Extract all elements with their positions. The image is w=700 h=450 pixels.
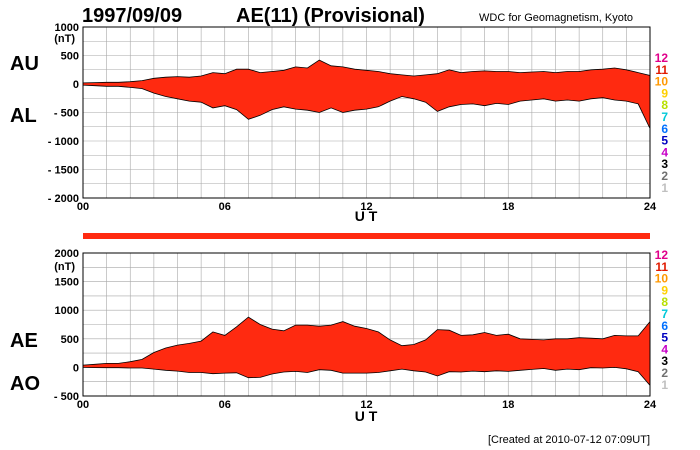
upper-series-label: AE: [10, 330, 38, 352]
x-tick-label: 18: [502, 399, 514, 411]
x-tick-labels: 00 06 12 18 24: [77, 399, 657, 411]
ae-ao-panel: AE AO (nT) 2000 1500 1000 500 0 - 500 00 06 12 1…: [10, 248, 657, 424]
scale-level-label: 4: [661, 145, 668, 159]
y-tick-label: - 2000: [48, 193, 79, 205]
plot-frame: [82, 252, 651, 397]
scale-level-label: 3: [661, 157, 668, 171]
y-tick-label: - 500: [54, 108, 79, 120]
y-tick-labels: 1000 500 0 - 500 - 1000 - 1500 - 2000: [48, 22, 79, 205]
x-tick-label: 12: [360, 201, 372, 213]
y-tick-label: - 1500: [48, 165, 79, 177]
y-tick-label: - 500: [54, 391, 79, 403]
y-tick-label: 0: [73, 362, 79, 374]
scale-level-label: 2: [661, 169, 668, 183]
x-tick-labels: 00 06 12 18 24: [77, 201, 657, 213]
x-tick-label: 12: [360, 399, 372, 411]
x-tick-label: 24: [644, 201, 657, 213]
unit-label: (nT): [54, 33, 75, 45]
scale-level-label: 12: [655, 51, 669, 65]
created-timestamp: [Created at 2010-07-12 07:09UT]: [488, 434, 650, 446]
x-axis-label: U T: [355, 208, 378, 224]
scale-level-label: 4: [661, 342, 668, 356]
scale-level-label: 10: [655, 75, 669, 89]
y-tick-label: 1500: [55, 277, 79, 289]
index-title: AE(11) (Provisional): [236, 5, 425, 27]
scale-level-label: 12: [655, 248, 669, 262]
y-tick-label: 2000: [55, 248, 79, 260]
scale-level-label: 6: [661, 319, 668, 333]
upper-series-label: AU: [10, 53, 39, 75]
x-tick-label: 18: [502, 201, 514, 213]
date-title: 1997/09/09: [82, 5, 182, 27]
lower-series-label: AO: [10, 373, 40, 395]
x-tick-label: 00: [77, 201, 89, 213]
activity-band: [83, 233, 650, 239]
scale-level-label: 3: [661, 354, 668, 368]
scale-level-label: 9: [661, 86, 668, 100]
scale-level-label: 2: [661, 366, 668, 380]
x-tick-label: 06: [219, 201, 231, 213]
scale-level-label: 1: [661, 181, 668, 195]
lower-series-label: AL: [10, 105, 37, 127]
scale-level-label: 5: [661, 134, 668, 148]
organization-label: WDC for Geomagnetism, Kyoto: [479, 12, 633, 24]
y-tick-label: 1000: [55, 305, 79, 317]
scale-level-label: 5: [661, 331, 668, 345]
scale-level-label: 7: [661, 307, 668, 321]
x-tick-label: 24: [644, 399, 657, 411]
grid-lines: [82, 26, 651, 199]
scale-level-label: 6: [661, 122, 668, 136]
scale-level-label: 11: [655, 63, 668, 77]
au-al-panel: AU AL (nT) 1000 500 0 - 500 - 1000 - 1500 - 20…: [10, 22, 657, 224]
scale-level-label: 1: [661, 378, 668, 392]
unit-label: (nT): [54, 261, 75, 273]
plot-frame: [82, 26, 651, 199]
y-tick-label: 1000: [55, 22, 79, 34]
scale-level-label: 11: [655, 260, 668, 274]
y-tick-labels: 2000 1500 1000 500 0 - 500: [54, 248, 79, 403]
y-tick-label: 500: [61, 334, 79, 346]
scale-level-label: 7: [661, 110, 668, 124]
y-tick-label: - 1000: [48, 136, 79, 148]
y-tick-label: 500: [61, 51, 79, 63]
x-tick-label: 00: [77, 399, 89, 411]
grid-lines: [82, 252, 651, 397]
scale-level-label: 8: [661, 98, 668, 112]
x-axis-label: U T: [355, 408, 378, 424]
scale-level-label: 8: [661, 295, 668, 309]
x-tick-label: 06: [219, 399, 231, 411]
scale-level-label: 9: [661, 283, 668, 297]
scale-level-label: 10: [655, 272, 669, 286]
y-tick-label: 0: [73, 79, 79, 91]
